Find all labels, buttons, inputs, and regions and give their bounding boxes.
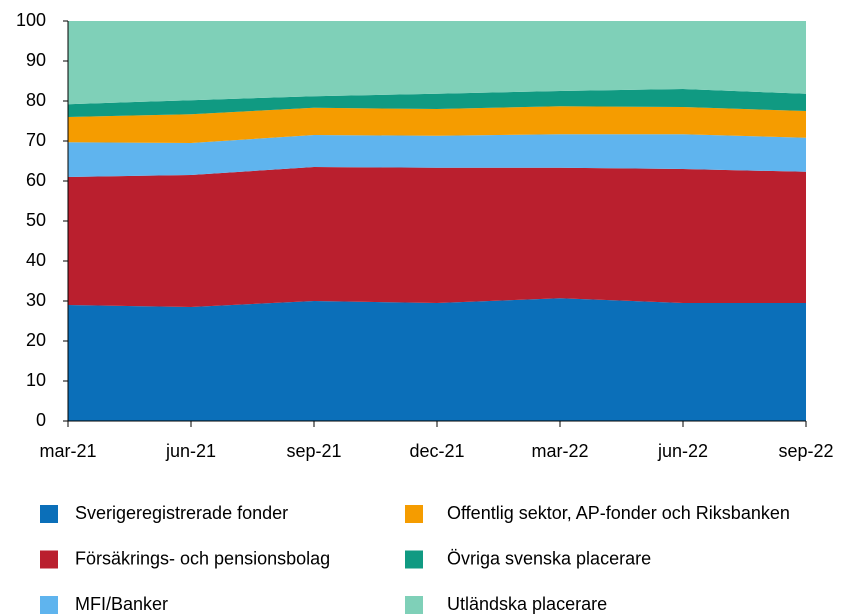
x-tick-label: jun-22 (657, 441, 708, 461)
area (68, 89, 806, 117)
y-tick-label: 40 (26, 250, 46, 270)
y-tick-label: 20 (26, 330, 46, 350)
y-tick-label: 90 (26, 50, 46, 70)
y-tick-label: 60 (26, 170, 46, 190)
area (68, 298, 806, 421)
y-tick-label: 30 (26, 290, 46, 310)
area (68, 21, 806, 105)
area (68, 167, 806, 307)
y-tick-label: 0 (36, 410, 46, 430)
legend-label: Sverigeregistrerade fonder (75, 503, 288, 523)
legend-swatch (405, 550, 423, 569)
y-tick-label: 70 (26, 130, 46, 150)
y-tick-label: 50 (26, 210, 46, 230)
x-tick-label: mar-22 (531, 441, 588, 461)
area (68, 106, 806, 143)
y-tick-label: 80 (26, 90, 46, 110)
legend-label: Övriga svenska placerare (447, 548, 651, 568)
legend-label: Utländska placerare (447, 594, 607, 614)
x-tick-label: jun-21 (165, 441, 216, 461)
legend-swatch (405, 596, 423, 614)
legend-label: MFI/Banker (75, 594, 168, 614)
x-tick-label: sep-21 (286, 441, 341, 461)
legend-swatch (40, 550, 58, 569)
x-tick-label: dec-21 (409, 441, 464, 461)
y-tick-label: 100 (16, 10, 46, 30)
legend-label: Försäkrings- och pensionsbolag (75, 548, 330, 568)
legend-label: Offentlig sektor, AP-fonder och Riksbank… (447, 503, 790, 523)
legend-swatch (40, 505, 58, 523)
legend-swatch (405, 505, 423, 523)
x-tick-label: sep-22 (778, 441, 833, 461)
area (68, 134, 806, 177)
x-tick-label: mar-21 (39, 441, 96, 461)
y-tick-label: 10 (26, 370, 46, 390)
legend-swatch (40, 596, 58, 614)
